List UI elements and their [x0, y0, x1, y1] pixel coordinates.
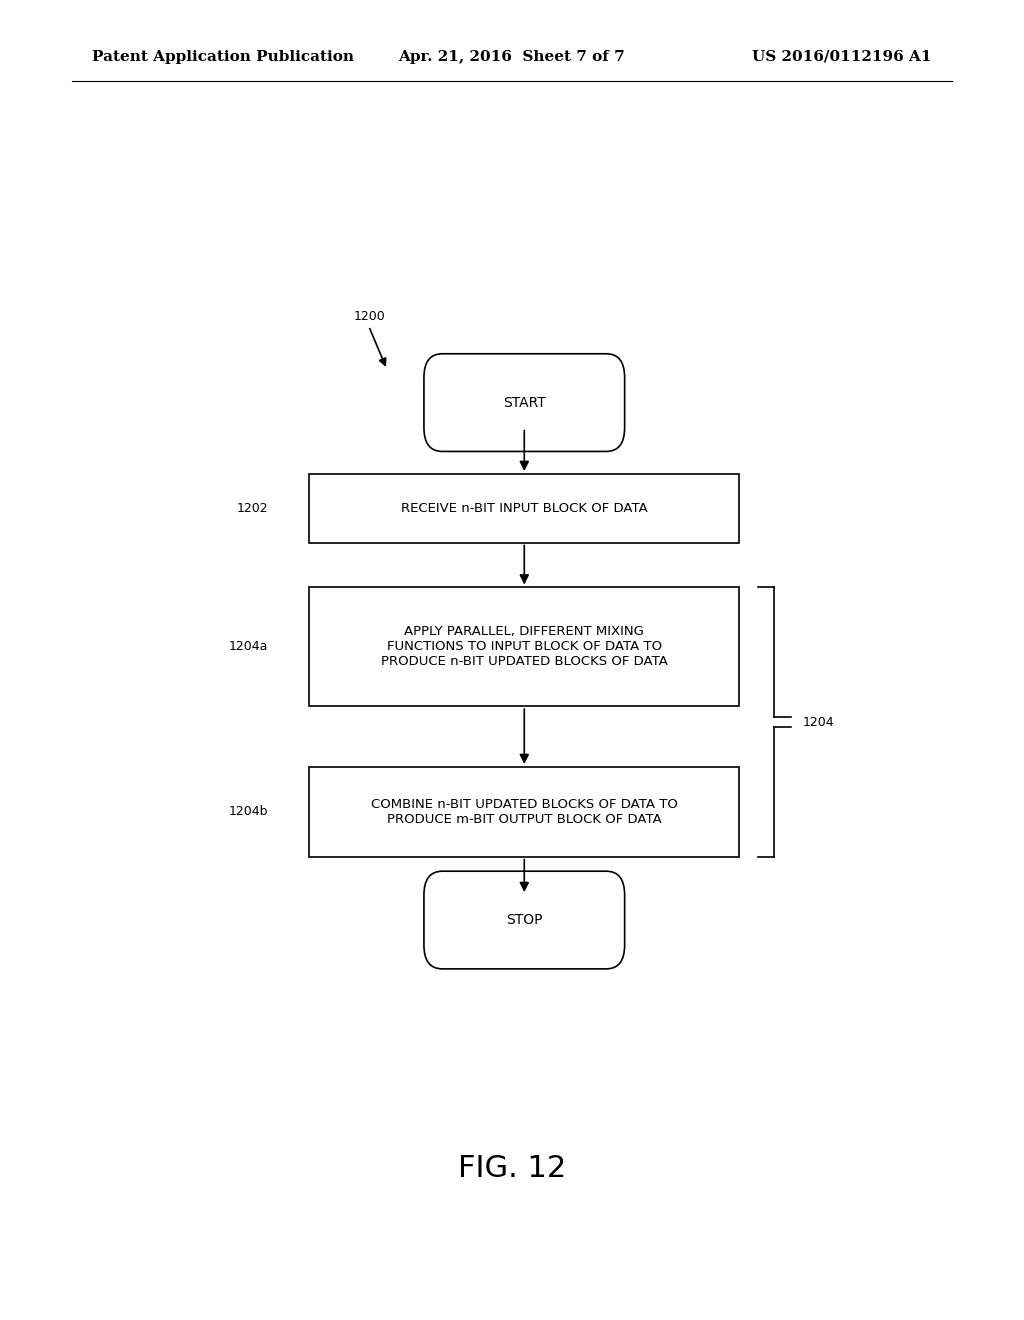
FancyBboxPatch shape — [424, 354, 625, 451]
Text: US 2016/0112196 A1: US 2016/0112196 A1 — [753, 50, 932, 63]
Text: 1204a: 1204a — [229, 640, 268, 653]
FancyBboxPatch shape — [309, 587, 739, 706]
Text: STOP: STOP — [506, 913, 543, 927]
Text: 1202: 1202 — [237, 502, 268, 515]
Text: Apr. 21, 2016  Sheet 7 of 7: Apr. 21, 2016 Sheet 7 of 7 — [398, 50, 626, 63]
FancyBboxPatch shape — [309, 474, 739, 543]
Text: RECEIVE n-BIT INPUT BLOCK OF DATA: RECEIVE n-BIT INPUT BLOCK OF DATA — [401, 502, 647, 515]
Text: 1204b: 1204b — [228, 805, 268, 818]
Text: FIG. 12: FIG. 12 — [458, 1154, 566, 1183]
Text: 1200: 1200 — [353, 310, 385, 323]
FancyBboxPatch shape — [424, 871, 625, 969]
FancyBboxPatch shape — [309, 767, 739, 857]
Text: 1204: 1204 — [803, 715, 835, 729]
Text: Patent Application Publication: Patent Application Publication — [92, 50, 354, 63]
Text: APPLY PARALLEL, DIFFERENT MIXING
FUNCTIONS TO INPUT BLOCK OF DATA TO
PRODUCE n-B: APPLY PARALLEL, DIFFERENT MIXING FUNCTIO… — [381, 626, 668, 668]
Text: COMBINE n-BIT UPDATED BLOCKS OF DATA TO
PRODUCE m-BIT OUTPUT BLOCK OF DATA: COMBINE n-BIT UPDATED BLOCKS OF DATA TO … — [371, 797, 678, 826]
Text: START: START — [503, 396, 546, 409]
